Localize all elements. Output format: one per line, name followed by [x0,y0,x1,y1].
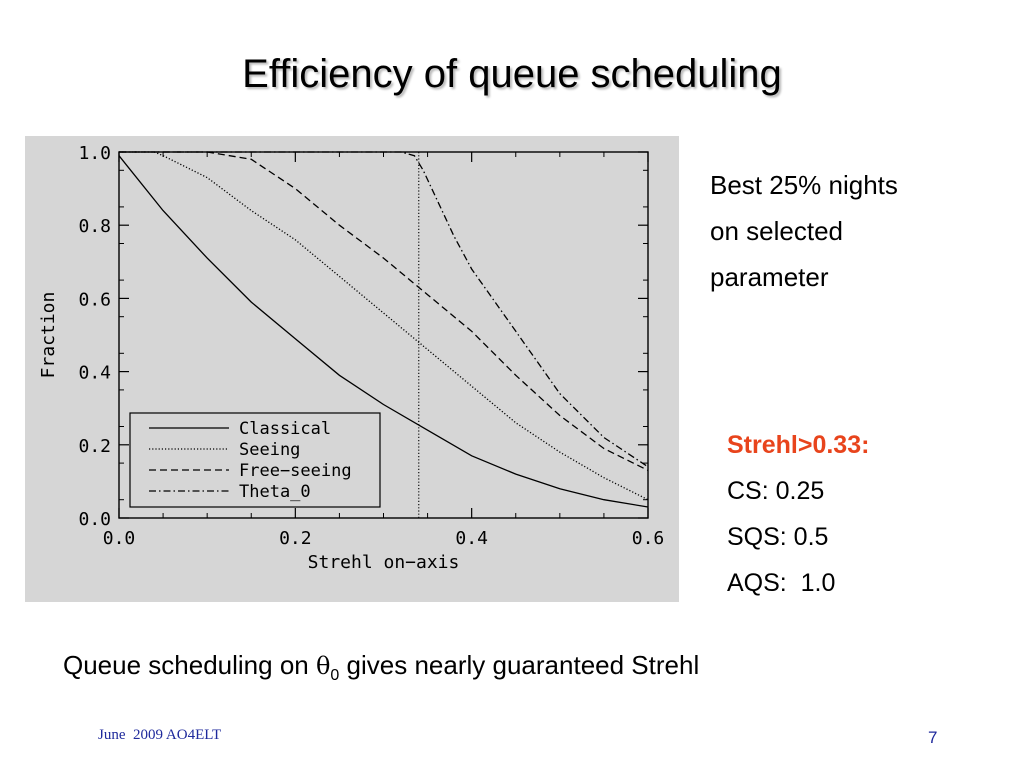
page-number: 7 [928,728,938,747]
legend-label: Free−seeing [239,461,352,481]
y-tick-label: 0.4 [78,363,111,384]
theta-symbol: θ [315,652,331,680]
x-tick-label: 0.2 [279,528,312,549]
footer-date: June 2009 AO4ELT [98,727,222,743]
line-chart: 0.0 0.2 0.4 0.6 0.8 1.0 0.0 0.2 0.4 0.6 Strehl on−… [38,143,665,573]
strehl-stats: Strehl>0.33: CS: 0.25 SQS: 0.5 AQS: 1.0 [727,422,1007,606]
footnote: Queue scheduling on θ0 gives nearly guar… [63,650,699,685]
x-tick-label: 0.4 [455,528,488,549]
legend-label: Seeing [239,440,300,460]
y-tick-label: 0.2 [78,436,111,457]
chart-panel: 0.0 0.2 0.4 0.6 0.8 1.0 0.0 0.2 0.4 0.6 Strehl on−… [25,136,679,602]
legend-label: Theta_0 [239,482,311,502]
x-tick-label: 0.6 [632,528,665,549]
side-note: Best 25% nights on selected parameter [710,162,1010,300]
series-line-classical [118,155,649,508]
stats-line-cs: CS: 0.25 [727,477,825,505]
slide-title: Efficiency of queue scheduling [242,52,782,96]
strehl-stats-title: Strehl>0.33: [727,431,870,459]
y-tick-label: 1.0 [78,143,111,164]
footnote-text-before: Queue scheduling on [63,650,316,680]
side-note-line: parameter [710,262,829,292]
series-line-free-seeing [119,151,649,471]
y-axis-label: Fraction [38,292,59,379]
x-axis-label: Strehl on−axis [308,552,460,573]
legend-box [129,412,381,508]
stats-line-aqs: AQS: 1.0 [727,569,836,597]
y-tick-label: 0.8 [78,216,111,237]
side-note-line: on selected [710,216,843,246]
side-note-line: Best 25% nights [710,170,898,200]
theta-subscript: 0 [330,667,340,685]
footnote-text-after: gives nearly guaranteed Strehl [339,650,700,680]
stats-line-sqs: SQS: 0.5 [727,523,829,551]
y-tick-label: 0.6 [78,289,111,310]
x-tick-label: 0.0 [103,528,136,549]
legend-label: Classical [239,419,331,439]
y-tick-label: 0.0 [78,509,111,530]
